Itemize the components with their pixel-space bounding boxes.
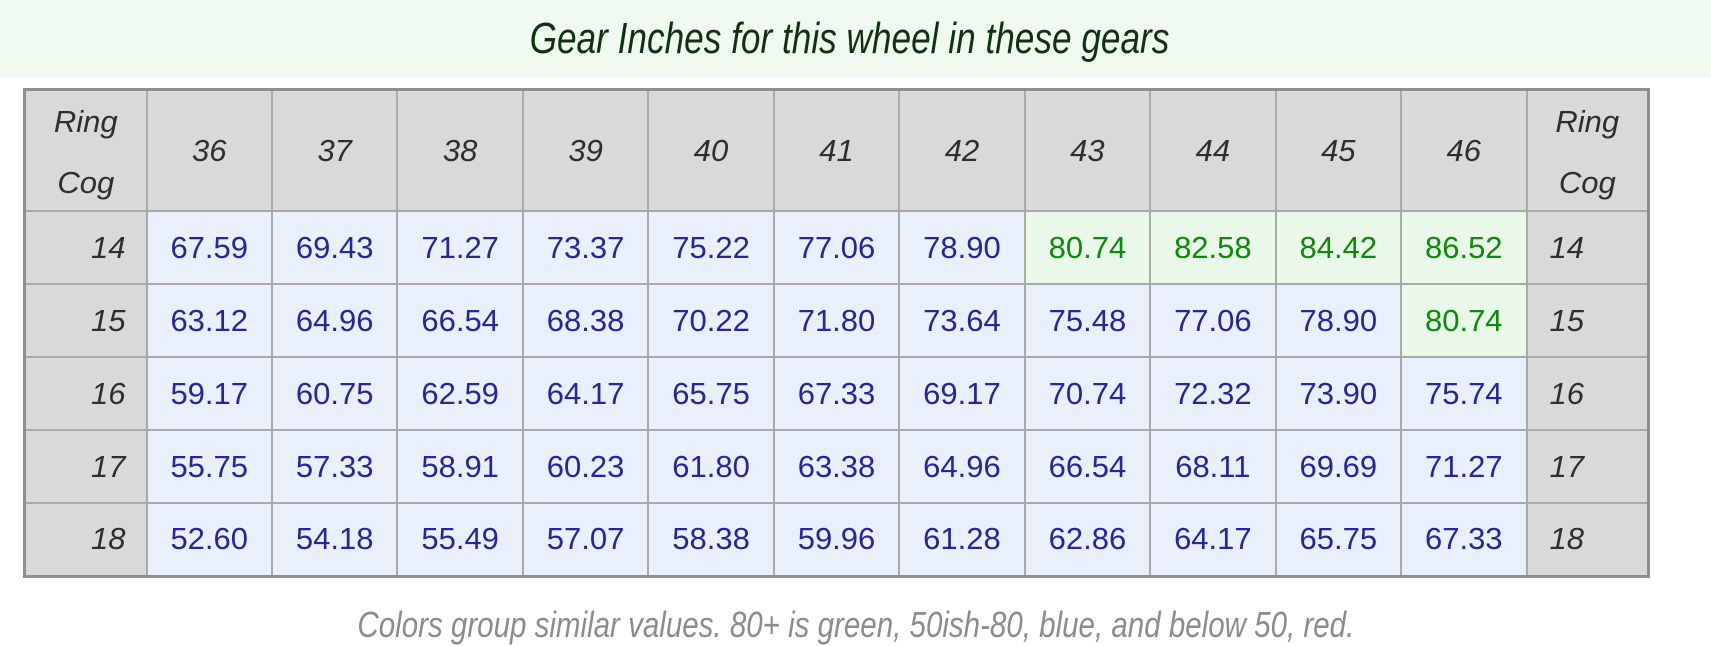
- gear-cell-46x15: 80.74: [1400, 283, 1528, 358]
- gear-cell-36x18: 52.60: [145, 502, 273, 577]
- gear-cell-45x18: 65.75: [1274, 502, 1403, 577]
- ring-header-37: 37: [270, 88, 399, 212]
- cog-header-left-15: 15: [23, 283, 148, 358]
- gear-cell-42x17: 64.96: [898, 429, 1026, 504]
- cog-header-right-17: 17: [1525, 429, 1650, 504]
- gear-cell-44x14: 82.58: [1149, 210, 1277, 285]
- cog-header-left-17: 17: [23, 429, 148, 504]
- gear-cell-38x18: 55.49: [396, 502, 524, 577]
- gear-cell-36x16: 59.17: [145, 356, 273, 431]
- ring-header-40: 40: [647, 88, 775, 212]
- header-row: Ring Cog 36 37 38 39 40 41 42 43 44 45 46 Ring Cog: [23, 88, 1650, 212]
- ring-header-45: 45: [1274, 88, 1403, 212]
- gear-cell-44x15: 77.06: [1149, 283, 1277, 358]
- gear-cell-41x17: 63.38: [772, 429, 901, 504]
- gear-row-cog-14: 14 67.59 69.43 71.27 73.37 75.22 77.06 78.90 80.…: [23, 210, 1650, 285]
- gear-cell-38x16: 62.59: [396, 356, 524, 431]
- gear-cell-46x14: 86.52: [1400, 210, 1528, 285]
- gear-row-cog-15: 15 63.12 64.96 66.54 68.38 70.22 71.80 73.64 75.…: [23, 283, 1650, 358]
- cog-header-left-14: 14: [23, 210, 148, 285]
- gear-cell-42x16: 69.17: [898, 356, 1026, 431]
- gear-cell-46x18: 67.33: [1400, 502, 1528, 577]
- corner-ring-label: Ring: [53, 104, 118, 139]
- page-title: Gear Inches for this wheel in these gear…: [529, 14, 1170, 63]
- gear-cell-39x16: 64.17: [521, 356, 650, 431]
- gear-table-head: Ring Cog 36 37 38 39 40 41 42 43 44 45 46 Ring Cog: [23, 88, 1650, 212]
- ring-header-41: 41: [772, 88, 901, 212]
- gear-table-container: Ring Cog 36 37 38 39 40 41 42 43 44 45 46 Ring Cog 14 6…: [23, 88, 1711, 578]
- gear-cell-36x15: 63.12: [145, 283, 273, 358]
- ring-header-43: 43: [1023, 88, 1152, 212]
- gear-cell-45x17: 69.69: [1274, 429, 1403, 504]
- gear-row-cog-18: 18 52.60 54.18 55.49 57.07 58.38 59.96 61.28 62.…: [23, 502, 1650, 577]
- gear-cell-45x14: 84.42: [1274, 210, 1403, 285]
- gear-cell-41x18: 59.96: [772, 502, 901, 577]
- gear-cell-40x14: 75.22: [647, 210, 775, 285]
- title-band: Gear Inches for this wheel in these gear…: [0, 0, 1711, 78]
- gear-cell-37x14: 69.43: [270, 210, 399, 285]
- gear-cell-38x15: 66.54: [396, 283, 524, 358]
- gear-cell-39x18: 57.07: [521, 502, 650, 577]
- gear-cell-37x18: 54.18: [270, 502, 399, 577]
- gear-table-body: 14 67.59 69.43 71.27 73.37 75.22 77.06 78.90 80.…: [23, 210, 1650, 577]
- gear-cell-46x16: 75.74: [1400, 356, 1528, 431]
- gear-cell-36x17: 55.75: [145, 429, 273, 504]
- gear-cell-43x18: 62.86: [1023, 502, 1152, 577]
- gear-cell-37x15: 64.96: [270, 283, 399, 358]
- gear-cell-40x16: 65.75: [647, 356, 775, 431]
- gear-cell-39x14: 73.37: [521, 210, 650, 285]
- ring-header-44: 44: [1149, 88, 1277, 212]
- corner-cog-label: Cog: [1558, 165, 1616, 200]
- ring-header-39: 39: [521, 88, 650, 212]
- ring-header-36: 36: [145, 88, 273, 212]
- gear-cell-37x17: 57.33: [270, 429, 399, 504]
- gear-cell-40x17: 61.80: [647, 429, 775, 504]
- gear-cell-43x17: 66.54: [1023, 429, 1152, 504]
- corner-cog-label: Cog: [57, 165, 115, 200]
- ring-cog-corner-right: Ring Cog: [1525, 88, 1650, 212]
- gear-cell-42x15: 73.64: [898, 283, 1026, 358]
- ring-cog-stack: Ring Cog: [27, 92, 145, 209]
- cog-header-right-18: 18: [1525, 502, 1650, 577]
- gear-cell-37x16: 60.75: [270, 356, 399, 431]
- gear-cell-39x17: 60.23: [521, 429, 650, 504]
- gear-cell-41x15: 71.80: [772, 283, 901, 358]
- gear-cell-44x16: 72.32: [1149, 356, 1277, 431]
- gear-cell-41x14: 77.06: [772, 210, 901, 285]
- gear-cell-45x16: 73.90: [1274, 356, 1403, 431]
- gear-cell-40x18: 58.38: [647, 502, 775, 577]
- gear-cell-43x16: 70.74: [1023, 356, 1152, 431]
- gear-cell-40x15: 70.22: [647, 283, 775, 358]
- gear-row-cog-17: 17 55.75 57.33 58.91 60.23 61.80 63.38 64.96 66.…: [23, 429, 1650, 504]
- cog-header-right-15: 15: [1525, 283, 1650, 358]
- gear-cell-38x17: 58.91: [396, 429, 524, 504]
- gear-cell-42x18: 61.28: [898, 502, 1026, 577]
- color-legend-text: Colors group similar values. 80+ is gree…: [357, 603, 1354, 645]
- ring-cog-stack: Ring Cog: [1529, 92, 1647, 209]
- gear-cell-41x16: 67.33: [772, 356, 901, 431]
- gear-cell-43x15: 75.48: [1023, 283, 1152, 358]
- gear-cell-42x14: 78.90: [898, 210, 1026, 285]
- gear-cell-39x15: 68.38: [521, 283, 650, 358]
- gear-cell-43x14: 80.74: [1023, 210, 1152, 285]
- ring-header-46: 46: [1400, 88, 1528, 212]
- gear-cell-36x14: 67.59: [145, 210, 273, 285]
- ring-cog-corner-left: Ring Cog: [23, 88, 148, 212]
- gear-cell-45x15: 78.90: [1274, 283, 1403, 358]
- cog-header-left-16: 16: [23, 356, 148, 431]
- cog-header-right-16: 16: [1525, 356, 1650, 431]
- cog-header-left-18: 18: [23, 502, 148, 577]
- corner-ring-label: Ring: [1555, 104, 1620, 139]
- gear-inches-table: Ring Cog 36 37 38 39 40 41 42 43 44 45 46 Ring Cog 14 6…: [23, 88, 1650, 578]
- legend-row: Colors group similar values. 80+ is gree…: [0, 604, 1711, 646]
- gear-cell-46x17: 71.27: [1400, 429, 1528, 504]
- gear-row-cog-16: 16 59.17 60.75 62.59 64.17 65.75 67.33 69.17 70.…: [23, 356, 1650, 431]
- ring-header-38: 38: [396, 88, 524, 212]
- cog-header-right-14: 14: [1525, 210, 1650, 285]
- gear-cell-38x14: 71.27: [396, 210, 524, 285]
- gear-cell-44x18: 64.17: [1149, 502, 1277, 577]
- ring-header-42: 42: [898, 88, 1026, 212]
- gear-cell-44x17: 68.11: [1149, 429, 1277, 504]
